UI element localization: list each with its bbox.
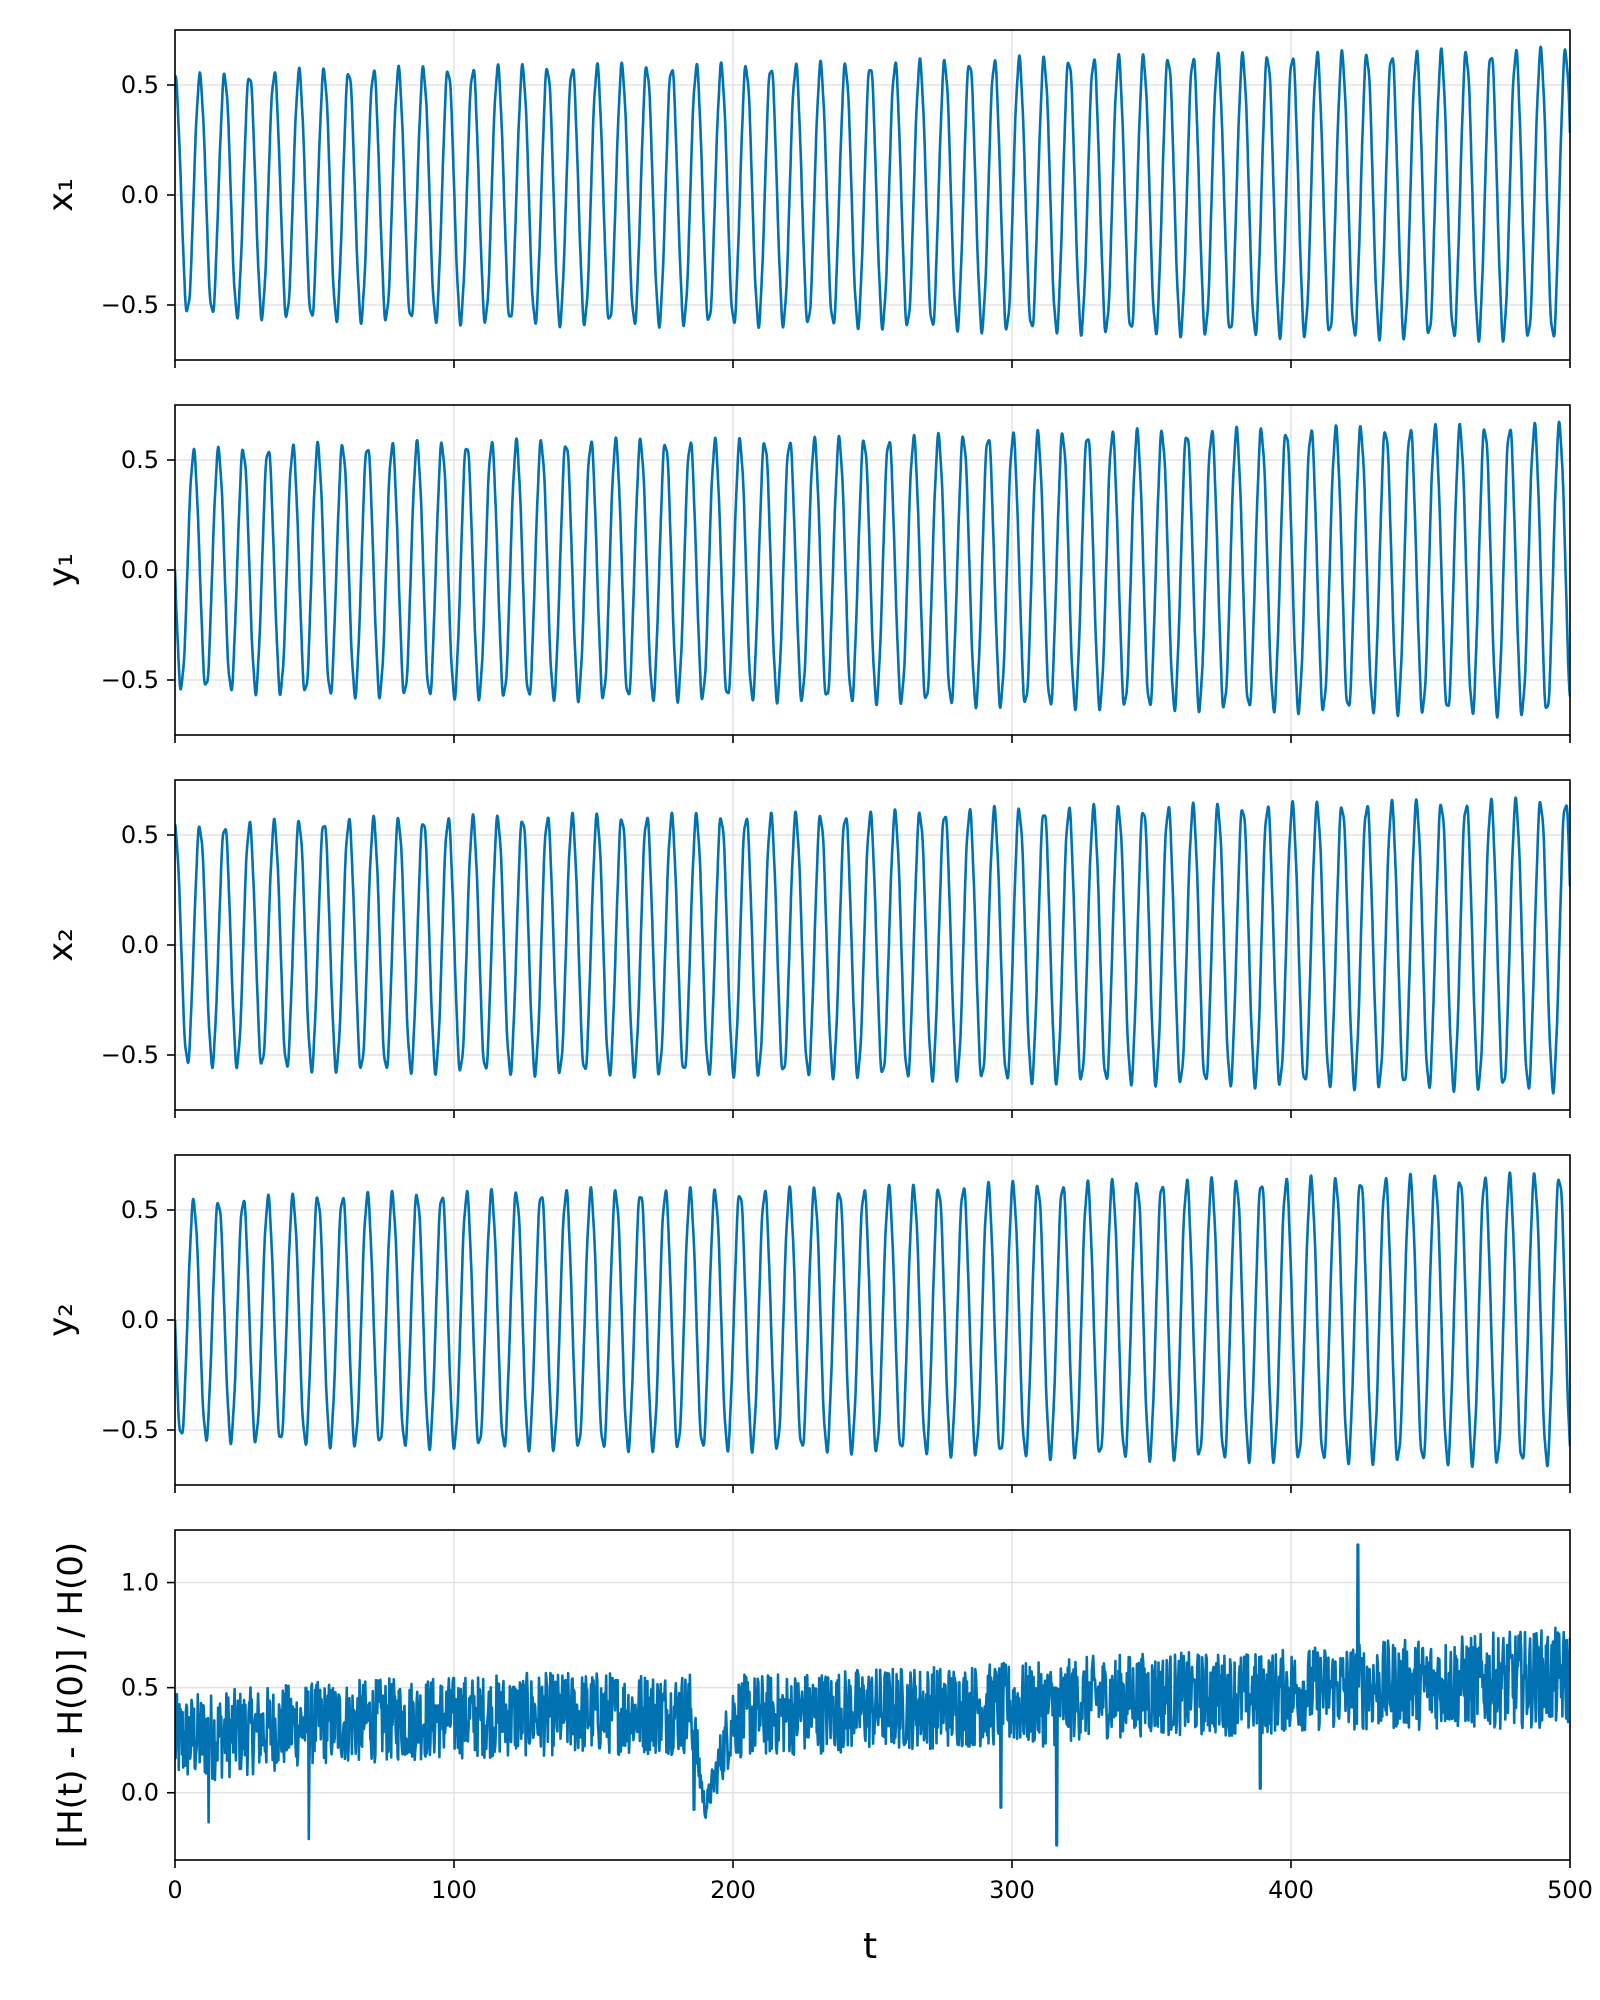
x-tick-label: 0 xyxy=(167,1876,182,1904)
y-tick-label: −0.5 xyxy=(101,1416,159,1444)
y-tick-label: −0.5 xyxy=(101,291,159,319)
y-axis-label: y₁ xyxy=(41,553,81,587)
y-tick-label: 0.5 xyxy=(121,1196,159,1224)
y-tick-label: 0.0 xyxy=(121,1779,159,1807)
y-tick-label: −0.5 xyxy=(101,666,159,694)
x-tick-label: 300 xyxy=(989,1876,1035,1904)
y-tick-label: 1.0 xyxy=(121,1569,159,1597)
panel-4: −0.5 0.0 0.5 y₂ xyxy=(41,1154,1571,1493)
x-tick-label: 400 xyxy=(1268,1876,1314,1904)
series-line xyxy=(175,1171,1570,1469)
panel-2: −0.5 0.0 0.5 y₁ xyxy=(41,404,1571,743)
y-tick-label: 0.5 xyxy=(121,71,159,99)
y-tick-label: −0.5 xyxy=(101,1041,159,1069)
series-line xyxy=(175,45,1570,343)
x-tick-label: 500 xyxy=(1547,1876,1593,1904)
x-tick-label: 100 xyxy=(431,1876,477,1904)
y-tick-label: 0.0 xyxy=(121,931,159,959)
y-axis-label: x₂ xyxy=(41,928,81,962)
x-axis-label: t xyxy=(863,1926,877,1967)
y-tick-label: 0.0 xyxy=(121,1306,159,1334)
y-tick-label: 0.0 xyxy=(121,181,159,209)
y-axis-label: [H(t) - H(0)] / H(0) xyxy=(51,1542,91,1848)
panels: −0.50.00.5x₁−0.50.00.5y₁−0.50.00.5x₂−0.5… xyxy=(41,29,1593,1904)
series-line xyxy=(175,796,1570,1095)
axes-frame xyxy=(174,1529,1571,1861)
series-line xyxy=(175,1543,1570,1847)
y-axis-label: x₁ xyxy=(41,178,81,212)
x-tick-label: 200 xyxy=(710,1876,756,1904)
series-line xyxy=(175,420,1570,719)
y-tick-label: 0.0 xyxy=(121,556,159,584)
panel-1: −0.5 0.0 0.5 x₁ xyxy=(41,29,1571,368)
panel-5: 0 100 200 300 400 500 0.0 0.5 1.0 [H(t) - H(0)] /… xyxy=(51,1529,1593,1904)
y-axis-label: y₂ xyxy=(41,1303,81,1337)
y-tick-label: 0.5 xyxy=(121,1674,159,1702)
y-tick-label: 0.5 xyxy=(121,821,159,849)
panel-3: −0.5 0.0 0.5 x₂ xyxy=(41,779,1571,1118)
y-tick-label: 0.5 xyxy=(121,446,159,474)
